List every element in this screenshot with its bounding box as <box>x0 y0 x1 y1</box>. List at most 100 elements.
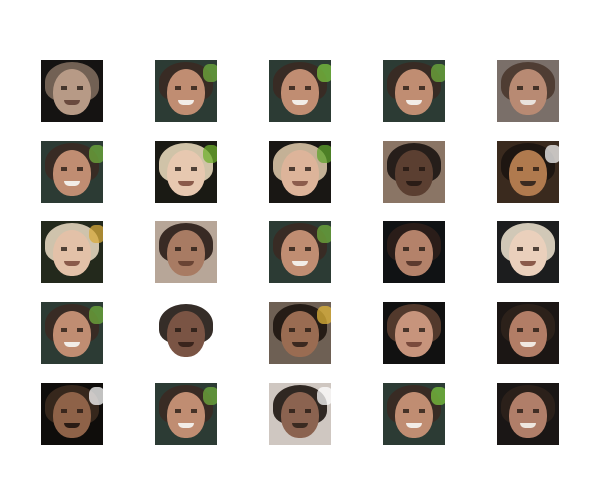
face-region <box>167 392 205 438</box>
face-region <box>281 392 319 438</box>
face-image-tile <box>41 221 103 283</box>
background-accent <box>89 306 103 324</box>
mouth-region <box>64 342 80 347</box>
face-region <box>281 311 319 357</box>
mouth-region <box>406 342 422 347</box>
mouth-region <box>292 181 308 186</box>
mouth-region <box>406 261 422 266</box>
eyes-region <box>289 409 311 413</box>
eyes-region <box>517 247 539 251</box>
face-image-tile <box>497 60 559 122</box>
face-image-tile <box>269 60 331 122</box>
eyes-region <box>61 409 83 413</box>
eyes-region <box>175 86 197 90</box>
eyes-region <box>175 167 197 171</box>
background-accent <box>317 306 331 324</box>
face-image-tile <box>155 60 217 122</box>
eyes-region <box>175 247 197 251</box>
face-region <box>53 69 91 115</box>
background-accent <box>431 387 445 405</box>
face-region <box>509 392 547 438</box>
background-accent <box>545 145 559 163</box>
face-image-tile <box>383 221 445 283</box>
face-region <box>53 311 91 357</box>
face-image-tile <box>497 221 559 283</box>
face-region <box>53 392 91 438</box>
face-region <box>53 230 91 276</box>
eyes-region <box>175 328 197 332</box>
mouth-region <box>520 423 536 428</box>
eyes-region <box>61 328 83 332</box>
eyes-region <box>289 86 311 90</box>
face-region <box>509 230 547 276</box>
face-image-tile <box>269 221 331 283</box>
face-image-tile <box>269 302 331 364</box>
mouth-region <box>64 423 80 428</box>
background-accent <box>203 64 217 82</box>
face-image-tile <box>41 383 103 445</box>
mouth-region <box>292 261 308 266</box>
face-image-tile <box>383 141 445 203</box>
background-accent <box>203 145 217 163</box>
face-image-tile <box>41 302 103 364</box>
face-region <box>281 69 319 115</box>
face-image-tile <box>155 221 217 283</box>
eyes-region <box>403 167 425 171</box>
face-image-tile <box>497 383 559 445</box>
mouth-region <box>406 100 422 105</box>
background-accent <box>317 145 331 163</box>
eyes-region <box>403 247 425 251</box>
face-region <box>395 230 433 276</box>
mouth-region <box>178 342 194 347</box>
face-image-tile <box>497 302 559 364</box>
face-region <box>167 69 205 115</box>
eyes-region <box>61 167 83 171</box>
face-region <box>395 150 433 196</box>
mouth-region <box>292 100 308 105</box>
mouth-region <box>64 261 80 266</box>
eyes-region <box>175 409 197 413</box>
face-image-tile <box>155 141 217 203</box>
mouth-region <box>178 100 194 105</box>
face-region <box>167 230 205 276</box>
face-region <box>509 150 547 196</box>
eyes-region <box>517 328 539 332</box>
mouth-region <box>406 181 422 186</box>
face-region <box>509 311 547 357</box>
mouth-region <box>520 100 536 105</box>
face-region <box>395 69 433 115</box>
face-region <box>281 230 319 276</box>
background-accent <box>317 225 331 243</box>
eyes-region <box>289 328 311 332</box>
eyes-region <box>403 86 425 90</box>
background-accent <box>89 145 103 163</box>
eyes-region <box>517 167 539 171</box>
face-image-tile <box>41 60 103 122</box>
mouth-region <box>520 342 536 347</box>
face-image-tile <box>497 141 559 203</box>
face-image-tile <box>269 383 331 445</box>
face-region <box>167 150 205 196</box>
eyes-region <box>403 328 425 332</box>
eyes-region <box>403 409 425 413</box>
mouth-region <box>520 181 536 186</box>
mouth-region <box>178 181 194 186</box>
mouth-region <box>406 423 422 428</box>
face-region <box>509 69 547 115</box>
eyes-region <box>61 86 83 90</box>
mouth-region <box>64 100 80 105</box>
face-region <box>395 311 433 357</box>
background-accent <box>203 387 217 405</box>
face-image-tile <box>383 302 445 364</box>
mouth-region <box>520 261 536 266</box>
eyes-region <box>517 409 539 413</box>
face-image-tile <box>41 141 103 203</box>
eyes-region <box>61 247 83 251</box>
mouth-region <box>292 423 308 428</box>
background-accent <box>89 225 103 243</box>
mouth-region <box>178 261 194 266</box>
background-accent <box>317 64 331 82</box>
mouth-region <box>292 342 308 347</box>
face-region <box>53 150 91 196</box>
